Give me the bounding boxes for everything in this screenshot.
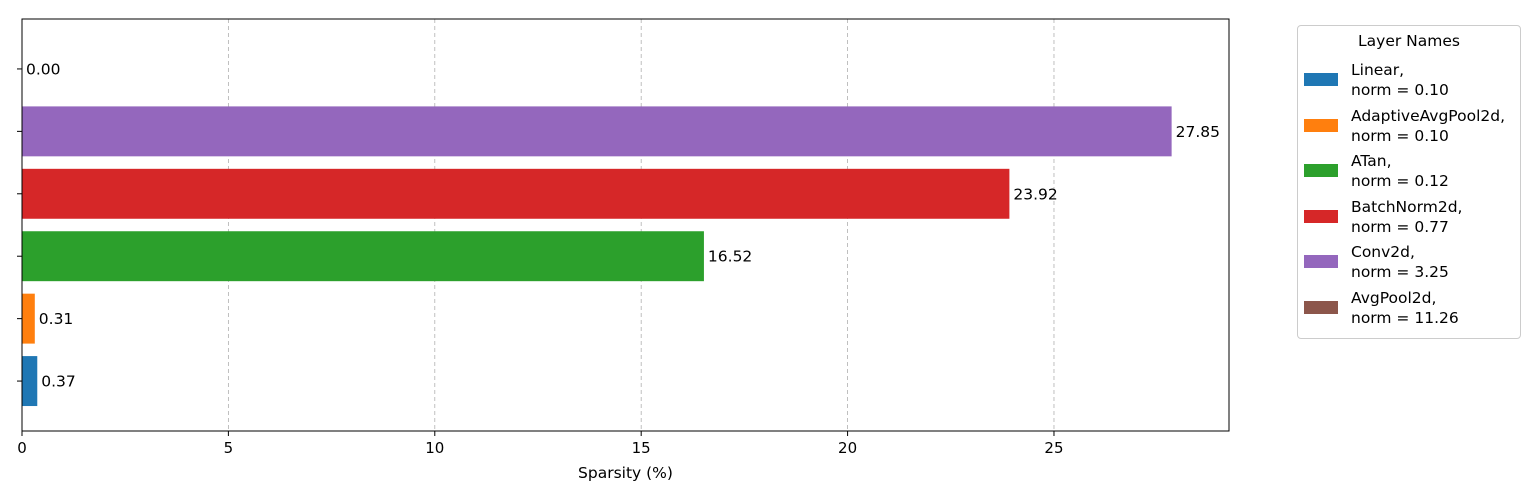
bar xyxy=(22,168,1010,219)
legend-entry-text: Conv2d, norm = 3.25 xyxy=(1351,242,1449,282)
legend-norm-value: norm = 0.12 xyxy=(1351,172,1449,190)
legend-layer-name: BatchNorm2d, xyxy=(1351,197,1463,216)
legend-layer-name: Conv2d, xyxy=(1351,243,1415,261)
grid-lines xyxy=(227,19,1055,431)
legend-norm-value: norm = 3.25 xyxy=(1351,263,1449,281)
x-tick-label: 10 xyxy=(425,439,444,457)
legend-layer-name: AvgPool2d, xyxy=(1351,288,1437,307)
x-tick-label: 25 xyxy=(1044,439,1063,457)
legend-entry-text: ATan, norm = 0.12 xyxy=(1351,151,1449,191)
legend-entry: BatchNorm2d, norm = 0.77 xyxy=(1304,197,1518,241)
legend-title: Layer Names xyxy=(1358,32,1460,50)
bar-value-label: 16.52 xyxy=(708,248,752,266)
legend-layer-name: Linear, xyxy=(1351,61,1405,79)
bar-value-label: 0.00 xyxy=(26,60,61,78)
legend-swatch xyxy=(1304,255,1338,268)
legend-norm-value: norm = 0.10 xyxy=(1351,81,1449,99)
legend-entry-text: AvgPool2d, norm = 11.26 xyxy=(1351,288,1459,328)
legend-swatch xyxy=(1304,73,1338,86)
legend-entry: Linear, norm = 0.10 xyxy=(1304,60,1518,104)
legend-entry: ATan, norm = 0.12 xyxy=(1304,151,1518,195)
bars-group xyxy=(22,106,1172,407)
bar xyxy=(22,356,38,407)
bar-value-label: 27.85 xyxy=(1176,123,1220,141)
legend-norm-value: norm = 0.10 xyxy=(1351,126,1449,145)
legend-entry: AvgPool2d, norm = 11.26 xyxy=(1304,288,1518,332)
y-ticks xyxy=(17,68,22,382)
plot-frame xyxy=(21,18,1230,432)
data-labels-group: 0.37 0.31 16.52 23.92 27.85 0.00 xyxy=(26,60,1220,390)
legend-swatch xyxy=(1304,118,1338,132)
bar-value-label: 23.92 xyxy=(1013,185,1057,203)
x-tick-label: 5 xyxy=(224,439,234,457)
x-tick-label: 20 xyxy=(838,439,857,457)
x-axis-label: Sparsity (%) xyxy=(578,464,673,482)
legend-layer-name: ATan, xyxy=(1351,152,1392,170)
bar xyxy=(22,293,35,344)
legend-entry-text: Linear, norm = 0.10 xyxy=(1351,60,1449,100)
legend-norm-value: norm = 11.26 xyxy=(1351,308,1459,327)
legend-swatch xyxy=(1304,164,1338,177)
bar-value-label: 0.37 xyxy=(41,373,76,391)
x-ticks: 0 5 10 15 20 25 xyxy=(17,431,1064,457)
legend-entry: AdaptiveAvgPool2d, norm = 0.10 xyxy=(1304,106,1518,150)
legend-layer-name: AdaptiveAvgPool2d, xyxy=(1351,106,1506,125)
legend-norm-value: norm = 0.77 xyxy=(1351,217,1449,236)
x-tick-label: 0 xyxy=(17,439,27,457)
legend-swatch xyxy=(1304,300,1338,314)
legend: Layer Names Linear, norm = 0.10 AdaptiveAv… xyxy=(1297,25,1521,339)
legend-entry: Conv2d, norm = 3.25 xyxy=(1304,242,1518,286)
legend-swatch xyxy=(1304,209,1338,223)
bar-value-label: 0.31 xyxy=(39,310,74,328)
legend-entry-text: BatchNorm2d, norm = 0.77 xyxy=(1351,197,1462,237)
x-tick-label: 15 xyxy=(632,439,651,457)
legend-entry-text: AdaptiveAvgPool2d, norm = 0.10 xyxy=(1351,106,1505,146)
bar xyxy=(22,106,1172,157)
bar xyxy=(22,231,704,282)
